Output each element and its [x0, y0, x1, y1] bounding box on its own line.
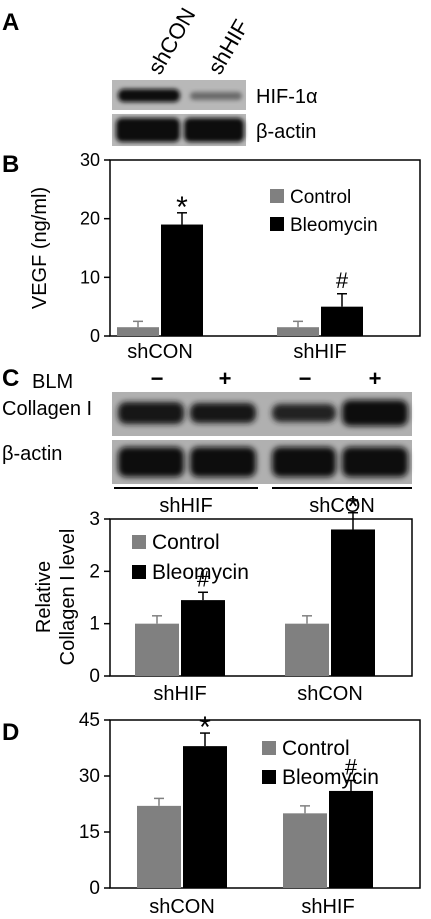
blm-sign-1: −	[151, 366, 164, 391]
bar-control	[277, 327, 319, 336]
blm-row-label: BLM	[32, 371, 73, 393]
blm-sign-3: −	[299, 366, 312, 391]
y-tick-label: 0	[90, 326, 100, 346]
blot-label-collagen-i: Collagen I	[2, 398, 92, 420]
blm-sign-2: +	[219, 366, 232, 391]
legend-label: Control	[290, 187, 351, 208]
legend-swatch	[270, 217, 284, 231]
legend-swatch	[262, 741, 276, 755]
panel-letter-b: B	[2, 151, 19, 178]
bar-bleomycin	[329, 790, 373, 888]
bar-control	[135, 623, 179, 676]
legend-label: Control	[282, 737, 350, 760]
lane-label-shcon: shCON	[143, 4, 201, 79]
y-tick-label: 0	[89, 878, 100, 899]
legend-swatch	[262, 770, 276, 784]
legend-swatch	[132, 565, 146, 579]
bar-control	[117, 327, 159, 336]
blot-collagen-i	[112, 392, 412, 436]
category-label: shHIF	[293, 341, 346, 363]
category-label: shCON	[149, 896, 215, 918]
bar-bleomycin	[183, 746, 227, 888]
blm-sign-4: +	[369, 366, 382, 391]
chart-vegf: 0 10 20 30 shCON shHIF * # Control Bleomycin VEGF …	[29, 150, 421, 363]
bar-bleomycin	[181, 600, 225, 676]
legend-label: Control	[152, 531, 220, 554]
y-tick-label: 45	[79, 710, 100, 731]
plot-frame	[109, 159, 421, 337]
category-label: shCON	[297, 683, 363, 705]
plot-frame	[109, 719, 421, 889]
group-label-shhif: shHIF	[159, 495, 212, 517]
bar-bleomycin	[331, 529, 375, 676]
blot-label-beta-actin-a: β-actin	[256, 121, 316, 143]
significance-mark: *	[176, 191, 188, 224]
significance-mark: #	[336, 268, 349, 293]
chart-collagen: 0 1 2 3 shHIF shCON # * Control Bleomycin Relative…	[33, 491, 413, 705]
bar-control	[283, 813, 327, 888]
category-label: shCON	[127, 341, 193, 363]
y-tick-label: 20	[80, 209, 100, 229]
bar-bleomycin	[321, 306, 363, 336]
y-tick-label: 30	[80, 150, 100, 170]
y-tick-label: 30	[79, 766, 100, 787]
plot-frame	[109, 518, 413, 677]
category-label: shHIF	[301, 896, 354, 918]
significance-mark: *	[199, 711, 211, 744]
significance-mark: *	[347, 491, 359, 524]
blot-hif1a	[112, 80, 246, 110]
y-axis-label: Collagen I level	[57, 529, 79, 666]
significance-mark: #	[345, 754, 358, 779]
group-label-shcon: shCON	[309, 495, 375, 517]
blot-beta-actin-c	[112, 440, 412, 484]
y-tick-label: 10	[80, 267, 100, 287]
bar-control	[137, 805, 181, 888]
blot-label-hif1a: HIF-1α	[256, 86, 318, 108]
legend-label: Bleomycin	[282, 766, 379, 789]
panel-letter-d: D	[2, 719, 19, 746]
legend-label: Bleomycin	[290, 215, 378, 236]
bar-bleomycin	[161, 224, 203, 336]
legend-label: Bleomycin	[152, 561, 249, 584]
panel-letter-c: C	[2, 365, 19, 392]
bar-control	[285, 623, 329, 676]
y-tick-label: 0	[89, 666, 100, 687]
y-tick-label: 3	[89, 509, 100, 530]
significance-mark: #	[197, 566, 210, 591]
lane-label-shhif: shHIF	[203, 15, 254, 78]
panel-letter-a: A	[2, 9, 19, 36]
blot-beta-actin-a	[112, 114, 246, 146]
y-axis-label: VEGF (ng/ml)	[29, 187, 51, 309]
category-label: shHIF	[153, 683, 206, 705]
y-tick-label: 15	[79, 822, 100, 843]
blot-label-beta-actin-c: β-actin	[2, 443, 62, 465]
chart-panel-d: 0 15 30 45 shCON shHIF * #Control Bleomycin	[79, 710, 421, 918]
legend-swatch	[270, 189, 284, 203]
legend-swatch	[132, 535, 146, 549]
y-axis-label: Relative	[33, 561, 55, 633]
y-tick-label: 2	[89, 561, 100, 582]
y-tick-label: 1	[89, 614, 100, 635]
